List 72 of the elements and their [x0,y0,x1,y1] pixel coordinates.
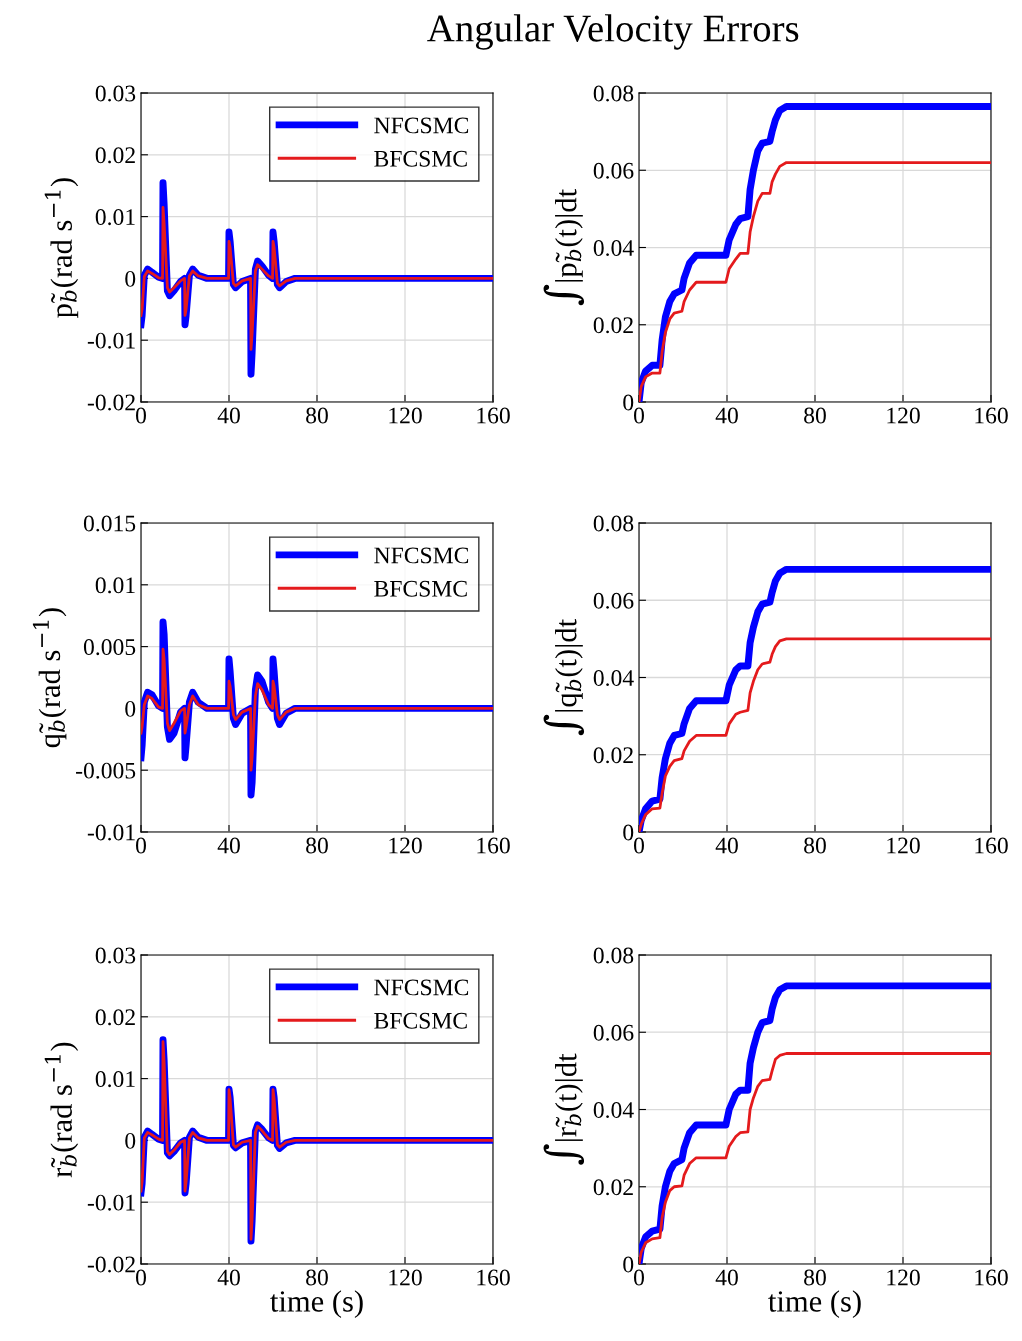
y-tick-label: 0.02 [593,317,633,334]
y-tick-label: 0.08 [593,947,634,964]
y-tick-label: 0.03 [95,85,136,102]
y-axis-title: ∫|p̃$_{b}$(t)|dt [543,189,585,306]
y-tick-label: 0.03 [95,947,136,964]
y-tick-label: 0 [125,700,136,717]
x-tick-label: 80 [306,837,328,854]
x-tick-label: 120 [887,837,920,854]
x-tick-label: 40 [715,407,738,424]
y-tick-label: 0 [125,270,136,287]
y-tick-label: 0.06 [593,592,634,609]
y-tick-label: 0.06 [593,162,634,179]
x-tick-label: 40 [217,837,240,854]
y-axis-title: r̃$_{b}$(rad s$^{−1}$) [44,1042,79,1178]
x-tick-label: 80 [306,1269,328,1286]
y-axis-title: ∫|q̃$_{b}$(t)|dt [543,619,585,736]
y-tick-label: 0.01 [95,209,135,226]
x-tick-label: 160 [477,837,510,854]
y-tick-label: -0.02 [87,394,135,411]
y-tick-label: 0.02 [593,1179,633,1196]
y-axis-title: ∫|r̃$_{b}$(t)|dt [543,1053,585,1165]
y-tick-label: -0.01 [87,332,135,349]
y-tick-label: 0.015 [83,515,136,532]
y-tick-label: -0.01 [87,1194,135,1211]
y-tick-label: 0.02 [95,1009,135,1026]
legend-label: BFCSMC [374,1012,467,1029]
x-tick-label: 40 [715,1269,738,1286]
x-axis-title: time (s) [270,1290,363,1318]
x-tick-label: 120 [389,837,422,854]
y-tick-label: 0.04 [593,239,634,257]
legend-label: NFCSMC [374,117,469,134]
x-tick-label: 120 [887,1269,920,1286]
y-tick-label: -0.01 [87,824,135,841]
y-tick-label: 0.06 [593,1024,634,1041]
x-tick-label: 120 [389,407,422,424]
x-tick-label: 80 [804,1269,826,1286]
y-tick-label: -0.02 [87,1256,135,1273]
x-tick-label: 160 [975,837,1008,854]
x-tick-label: 40 [217,1269,240,1286]
y-axis-title: q̃$_{b}$(rad s$^{−1}$) [32,608,67,748]
legend-label: NFCSMC [374,979,469,996]
x-tick-label: 120 [389,1269,422,1286]
y-tick-label: 0.04 [593,1101,634,1119]
legend-label: NFCSMC [374,547,469,564]
y-tick-label: 0.08 [593,85,634,102]
x-tick-label: 160 [975,1269,1008,1286]
y-tick-label: 0.08 [593,515,634,532]
y-tick-label: 0.02 [95,147,135,164]
y-tick-label: 0.02 [593,747,633,764]
x-tick-label: 80 [306,407,328,424]
x-tick-label: 80 [804,407,826,424]
x-tick-label: 40 [217,407,240,424]
x-tick-label: 160 [477,1269,510,1286]
x-tick-label: 160 [975,407,1008,424]
x-axis-title: time (s) [768,1290,861,1318]
y-tick-label: -0.005 [76,762,136,779]
y-tick-label: 0 [125,1132,136,1149]
y-tick-label: 0.04 [593,669,634,687]
text: Angular Velocity Errors [427,14,799,50]
y-tick-label: 0.01 [95,577,135,594]
legend-label: BFCSMC [374,150,467,167]
y-tick-label: 0 [623,394,634,411]
x-tick-label: 40 [715,837,738,854]
legend-label: BFCSMC [374,580,467,597]
y-tick-label: 0 [623,824,634,841]
y-tick-label: 0.005 [83,639,136,656]
y-axis-title: p̃$_{b}$(rad s$^{−1}$) [44,178,79,318]
x-tick-label: 120 [887,407,920,424]
y-tick-label: 0.01 [95,1071,135,1088]
x-tick-label: 160 [477,407,510,424]
y-tick-label: 0 [623,1256,634,1273]
x-tick-label: 80 [804,837,826,854]
